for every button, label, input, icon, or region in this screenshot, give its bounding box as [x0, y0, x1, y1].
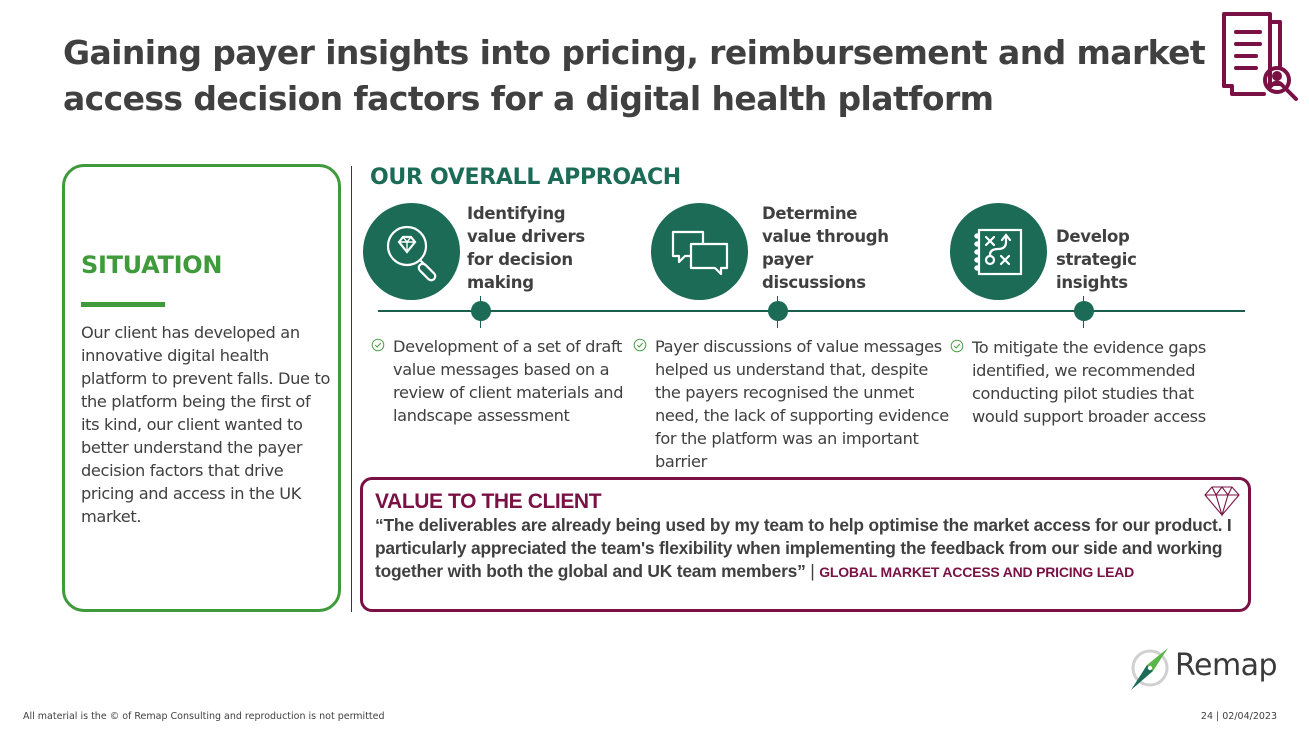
timeline-dot [471, 301, 491, 321]
situation-underline [81, 302, 165, 307]
check-circle-icon [371, 338, 385, 352]
quote-attribution: GLOBAL MARKET ACCESS AND PRICING LEAD [819, 564, 1135, 580]
diamond-icon [1204, 486, 1240, 517]
remap-logo: Remap [1128, 644, 1283, 692]
check-circle-icon [633, 338, 647, 352]
page-title-line-2: access decision factors for a digital he… [63, 79, 994, 118]
magnifier-diamond-icon [386, 225, 436, 281]
value-heading: VALUE TO THE CLIENT [375, 490, 602, 513]
step-3-title: Develop strategic insights [1056, 227, 1137, 292]
step-1-icon-circle [363, 203, 460, 300]
client-quote: “The deliverables are already being used… [375, 514, 1241, 584]
logo-text: Remap [1175, 648, 1278, 683]
page-number-date: 24 | 02/04/2023 [1200, 711, 1277, 722]
compass-logo-icon [1131, 648, 1169, 690]
situation-card: SITUATION Our client has developed an in… [62, 164, 341, 612]
copyright-notice: All material is the © of Remap Consultin… [23, 711, 385, 722]
speech-bubbles-icon [671, 230, 728, 275]
check-circle-icon [950, 339, 964, 353]
vertical-divider [351, 166, 352, 612]
strategy-board-icon [973, 228, 1022, 275]
step-3-icon-circle [950, 203, 1047, 300]
approach-heading: OUR OVERALL APPROACH [370, 165, 681, 190]
timeline-dot [768, 301, 788, 321]
timeline-line [378, 310, 1245, 312]
step-2-title: Determine value through payer discussion… [762, 204, 889, 292]
step-2-icon-circle [651, 203, 748, 300]
situation-heading: SITUATION [81, 251, 223, 279]
page-title: Gaining payer insights into pricing, rei… [63, 30, 1213, 122]
document-search-person-icon [1222, 12, 1298, 101]
value-to-client-card: VALUE TO THE CLIENT “The deliverables ar… [360, 477, 1251, 612]
page-title-line-1: Gaining payer insights into pricing, rei… [63, 33, 1206, 72]
attribution-separator: | [805, 561, 820, 581]
timeline-dot [1074, 301, 1094, 321]
situation-body: Our client has developed an innovative d… [81, 323, 331, 526]
step-1-title: Identifying value drivers for decision m… [467, 204, 585, 292]
quote-text: “The deliverables are already being used… [375, 515, 1232, 581]
